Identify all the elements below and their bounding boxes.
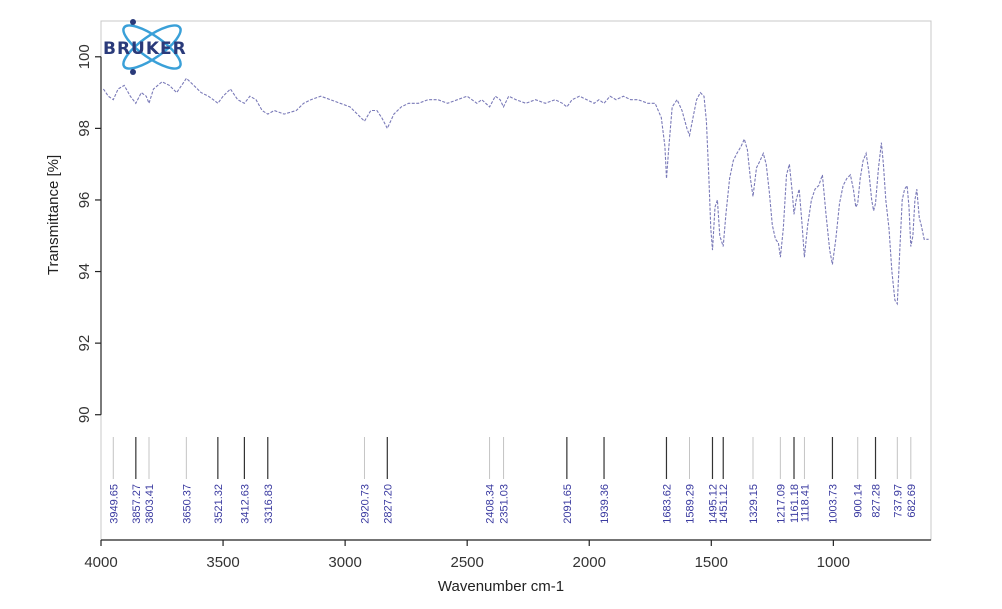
y-tick-label: 98 bbox=[76, 120, 93, 137]
x-tick-label: 3000 bbox=[328, 554, 361, 571]
logo-orbit-1 bbox=[122, 24, 182, 70]
y-tick-label: 96 bbox=[76, 192, 93, 209]
peak-label: 3412.63 bbox=[239, 484, 251, 524]
peak-label: 2920.73 bbox=[359, 484, 371, 524]
y-tick-label: 92 bbox=[76, 335, 93, 352]
peak-label: 3316.83 bbox=[263, 484, 275, 524]
y-axis: 90 92 94 96 98 100 bbox=[76, 44, 102, 423]
peak-label: 2351.03 bbox=[499, 484, 511, 524]
x-tick-label: 1000 bbox=[817, 554, 850, 571]
peak-label: 900.14 bbox=[853, 484, 865, 518]
peak-label: 2408.34 bbox=[485, 484, 497, 524]
x-tick-label: 2000 bbox=[573, 554, 606, 571]
spectrum-line bbox=[102, 77, 929, 306]
peak-label: 1118.41 bbox=[799, 484, 811, 522]
peak-label: 1161.18 bbox=[789, 484, 801, 523]
x-tick-label: 3500 bbox=[206, 554, 239, 571]
peak-label: 3949.65 bbox=[108, 484, 120, 524]
logo-dot-top bbox=[130, 19, 136, 25]
peak-label: 1451.12 bbox=[718, 484, 730, 524]
peak-markers: 3949.65 3857.27 3803.41 3650.37 3521.32 3412.… bbox=[108, 437, 918, 524]
peak-label: 1495.12 bbox=[707, 484, 719, 524]
y-tick-label: 90 bbox=[76, 406, 93, 423]
peak-label: 737.97 bbox=[892, 484, 904, 518]
y-tick-label: 94 bbox=[76, 263, 93, 280]
bruker-logo: BRUKER bbox=[103, 19, 187, 75]
peak-label: 3857.27 bbox=[131, 484, 143, 524]
logo-text: BRUKER bbox=[103, 39, 187, 59]
y-axis-title: Transmittance [%] bbox=[45, 155, 62, 275]
peak-label: 1939.36 bbox=[599, 484, 611, 524]
peak-label: 1589.29 bbox=[684, 484, 696, 524]
peak-label: 1003.73 bbox=[827, 484, 839, 524]
peak-label: 1329.15 bbox=[748, 484, 760, 524]
peak-label: 2091.65 bbox=[562, 484, 574, 524]
x-axis: 4000 3500 3000 2500 2000 1500 1000 bbox=[84, 539, 931, 571]
x-tick-label: 2500 bbox=[450, 554, 483, 571]
logo-orbit-2 bbox=[122, 24, 182, 70]
x-tick-label: 4000 bbox=[84, 554, 117, 571]
peak-label: 827.28 bbox=[871, 484, 883, 518]
plot-frame bbox=[100, 20, 932, 541]
y-tick-label: 100 bbox=[76, 44, 93, 69]
peak-label: 3803.41 bbox=[144, 484, 156, 524]
peak-label: 3650.37 bbox=[181, 484, 193, 524]
peak-label: 3521.32 bbox=[213, 484, 225, 524]
peak-label: 682.69 bbox=[906, 484, 918, 518]
x-tick-label: 1500 bbox=[695, 554, 728, 571]
peak-label: 2827.20 bbox=[382, 484, 394, 524]
spectrum-series bbox=[102, 77, 929, 306]
peak-label: 1217.09 bbox=[775, 484, 787, 524]
logo-dot-bottom bbox=[130, 69, 136, 75]
x-axis-title: Wavenumber cm-1 bbox=[438, 578, 564, 595]
peak-label: 1683.62 bbox=[661, 484, 673, 524]
